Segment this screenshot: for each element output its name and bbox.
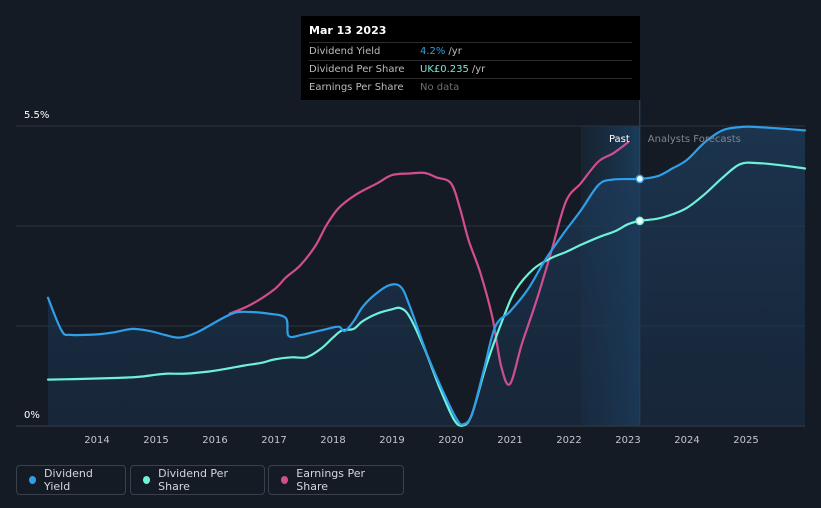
tooltip-row-earnings-per-share: Earnings Per Share No data: [309, 78, 632, 96]
x-tick-label: 2025: [733, 435, 758, 446]
x-tick-label: 2020: [438, 435, 463, 446]
tooltip: Mar 13 2023 Dividend Yield 4.2% /yr Divi…: [301, 16, 640, 100]
tooltip-value: 4.2%: [420, 46, 446, 57]
dividend-yield-area: [48, 126, 805, 427]
x-tick-label: 2021: [497, 435, 522, 446]
series-marker: [635, 174, 645, 184]
legend-earnings-per-share[interactable]: Earnings Per Share: [268, 465, 404, 495]
tooltip-label: Earnings Per Share: [309, 82, 404, 93]
legend-label: Earnings Per Share: [296, 467, 366, 493]
x-tick-label: 2017: [261, 435, 286, 446]
tooltip-unit: /yr: [448, 46, 462, 57]
x-tick-label: 2016: [202, 435, 227, 446]
forecast-label: Analysts Forecasts: [648, 134, 741, 145]
y-tick-label: 0%: [24, 410, 40, 421]
tooltip-date: Mar 13 2023: [309, 24, 387, 37]
legend-dot-icon: [143, 476, 151, 484]
x-tick-label: 2023: [615, 435, 640, 446]
series-marker: [635, 216, 645, 226]
tooltip-row-dividend-yield: Dividend Yield 4.2% /yr: [309, 42, 632, 60]
tooltip-value: No data: [420, 82, 460, 93]
legend-dot-icon: [281, 476, 289, 484]
tooltip-label: Dividend Per Share: [309, 64, 405, 75]
x-tick-label: 2015: [143, 435, 168, 446]
series-line-earnings-per-share: [228, 141, 630, 386]
y-tick-label: 5.5%: [24, 110, 49, 121]
x-tick-label: 2018: [320, 435, 345, 446]
x-tick-label: 2024: [674, 435, 699, 446]
tooltip-label: Dividend Yield: [309, 46, 381, 57]
legend-dividend-yield[interactable]: Dividend Yield: [16, 465, 126, 495]
tooltip-unit: /yr: [471, 64, 486, 75]
legend-label: Dividend Yield: [44, 467, 93, 493]
legend-dot-icon: [29, 476, 37, 484]
tooltip-row-dividend-per-share: Dividend Per Share UK£0.235 /yr: [309, 60, 632, 78]
legend-label: Dividend Per Share: [158, 467, 228, 493]
past-label: Past: [609, 134, 630, 145]
x-tick-label: 2014: [84, 435, 109, 446]
legend-dividend-per-share[interactable]: Dividend Per Share: [130, 465, 265, 495]
tooltip-value: UK£0.235: [420, 64, 469, 75]
x-tick-label: 2022: [556, 435, 581, 446]
x-tick-label: 2019: [379, 435, 404, 446]
